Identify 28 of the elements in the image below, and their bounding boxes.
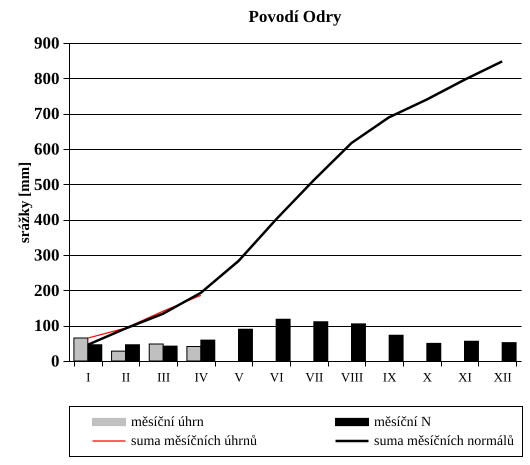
x-tick-label: X [422,370,433,384]
x-tick-label: IV [194,370,209,384]
y-tick-label: 300 [34,246,60,264]
x-tick-label: XI [458,370,472,384]
y-tick-label: 700 [34,104,60,124]
x-tick-label: XII [494,370,512,384]
y-tick-label: 0 [51,352,60,370]
x-tick-label: VIII [340,370,364,384]
x-tick-label: V [234,370,244,384]
legend-label: měsíční úhrn [131,415,204,430]
y-tick-label: 900 [34,34,60,52]
legend-label: suma měsíčních normálů [374,434,514,449]
y-tick-label: 800 [34,68,60,88]
legend-label: měsíční N [374,415,432,430]
y-tick-label: 500 [34,174,60,194]
chart-title: Povodí Odry [248,7,342,26]
x-tick-label: II [122,370,130,384]
x-tick-label: VII [305,370,324,384]
y-tick-label: 600 [34,140,60,158]
x-tick-label: IX [382,370,398,384]
y-tick-label: 200 [34,280,60,300]
x-tick-label: VI [270,370,284,384]
y-tick-label: 400 [34,210,60,230]
y-tick-label: 100 [34,316,60,336]
legend-label: suma měsíčních úhrnů [131,434,257,449]
x-tick-label: I [86,370,91,384]
y-axis-title: srážky [mm] [17,162,33,244]
x-tick-label: III [157,370,170,384]
